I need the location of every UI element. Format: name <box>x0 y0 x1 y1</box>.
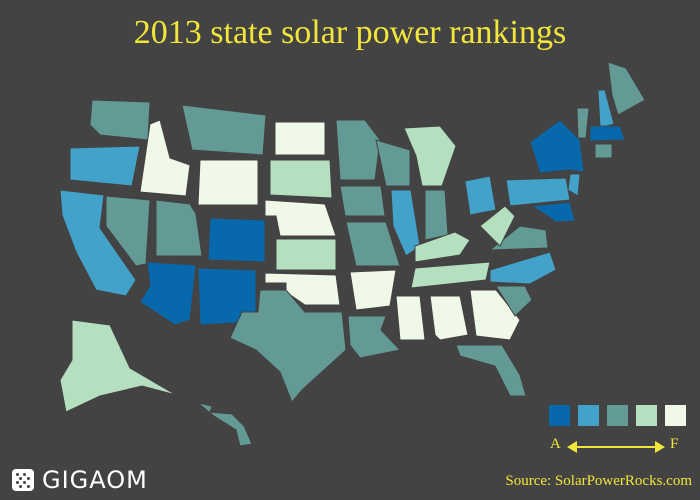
state-fl <box>455 344 527 397</box>
state-tx <box>229 289 347 403</box>
state-id <box>139 119 191 197</box>
legend-swatch-b <box>578 405 599 426</box>
state-ut <box>155 199 203 257</box>
legend-swatch-d <box>636 405 657 426</box>
legend-label-a: A <box>550 436 561 452</box>
state-az <box>139 261 197 326</box>
state-vt <box>576 107 590 139</box>
state-wi <box>375 139 411 187</box>
state-ca <box>59 189 137 297</box>
map-title: 2013 state solar power rankings <box>133 14 567 51</box>
double-arrow-icon <box>567 441 665 453</box>
state-mn <box>335 119 381 181</box>
state-la <box>347 315 401 359</box>
state-hi <box>197 402 253 447</box>
state-mi <box>403 125 457 187</box>
state-ct <box>594 143 613 159</box>
state-wv <box>479 205 516 247</box>
state-ar <box>349 269 397 311</box>
legend-swatch-c <box>607 405 628 426</box>
state-va <box>488 225 549 251</box>
state-pa <box>505 177 571 207</box>
grade-legend <box>549 405 686 426</box>
state-ok <box>264 272 341 306</box>
state-mo <box>345 221 401 267</box>
state-sc <box>495 285 533 317</box>
state-nv <box>105 195 151 267</box>
state-ma <box>589 125 626 142</box>
state-oh <box>464 175 497 216</box>
state-ks <box>275 238 337 271</box>
legend-swatch-f <box>665 405 686 426</box>
legend-swatch-a <box>549 405 570 426</box>
state-nd <box>274 121 326 156</box>
gigaom-logo: GIGAOM <box>12 466 148 494</box>
state-nh <box>597 89 615 129</box>
state-ky <box>414 231 471 263</box>
state-sd <box>269 159 333 199</box>
logo-dots-icon <box>12 469 34 491</box>
state-or <box>69 145 141 187</box>
state-tn <box>410 261 491 289</box>
state-al <box>429 295 469 341</box>
legend-label-f: F <box>670 436 679 452</box>
state-ia <box>339 185 386 217</box>
logo-text: GIGAOM <box>42 466 148 494</box>
state-ga <box>469 289 521 341</box>
state-mt <box>181 104 267 156</box>
state-in <box>424 189 449 241</box>
state-ms <box>395 295 426 341</box>
state-md <box>530 201 576 223</box>
state-wa <box>89 99 151 141</box>
state-co <box>207 217 266 263</box>
state-nc <box>489 251 557 285</box>
state-ny <box>529 119 585 174</box>
source-credit: Source: SolarPowerRocks.com <box>505 473 692 489</box>
state-ak <box>59 319 177 413</box>
state-wy <box>197 159 259 206</box>
state-nj <box>567 173 581 197</box>
state-ne <box>264 199 337 237</box>
state-il <box>390 189 421 257</box>
state-me <box>607 61 646 116</box>
